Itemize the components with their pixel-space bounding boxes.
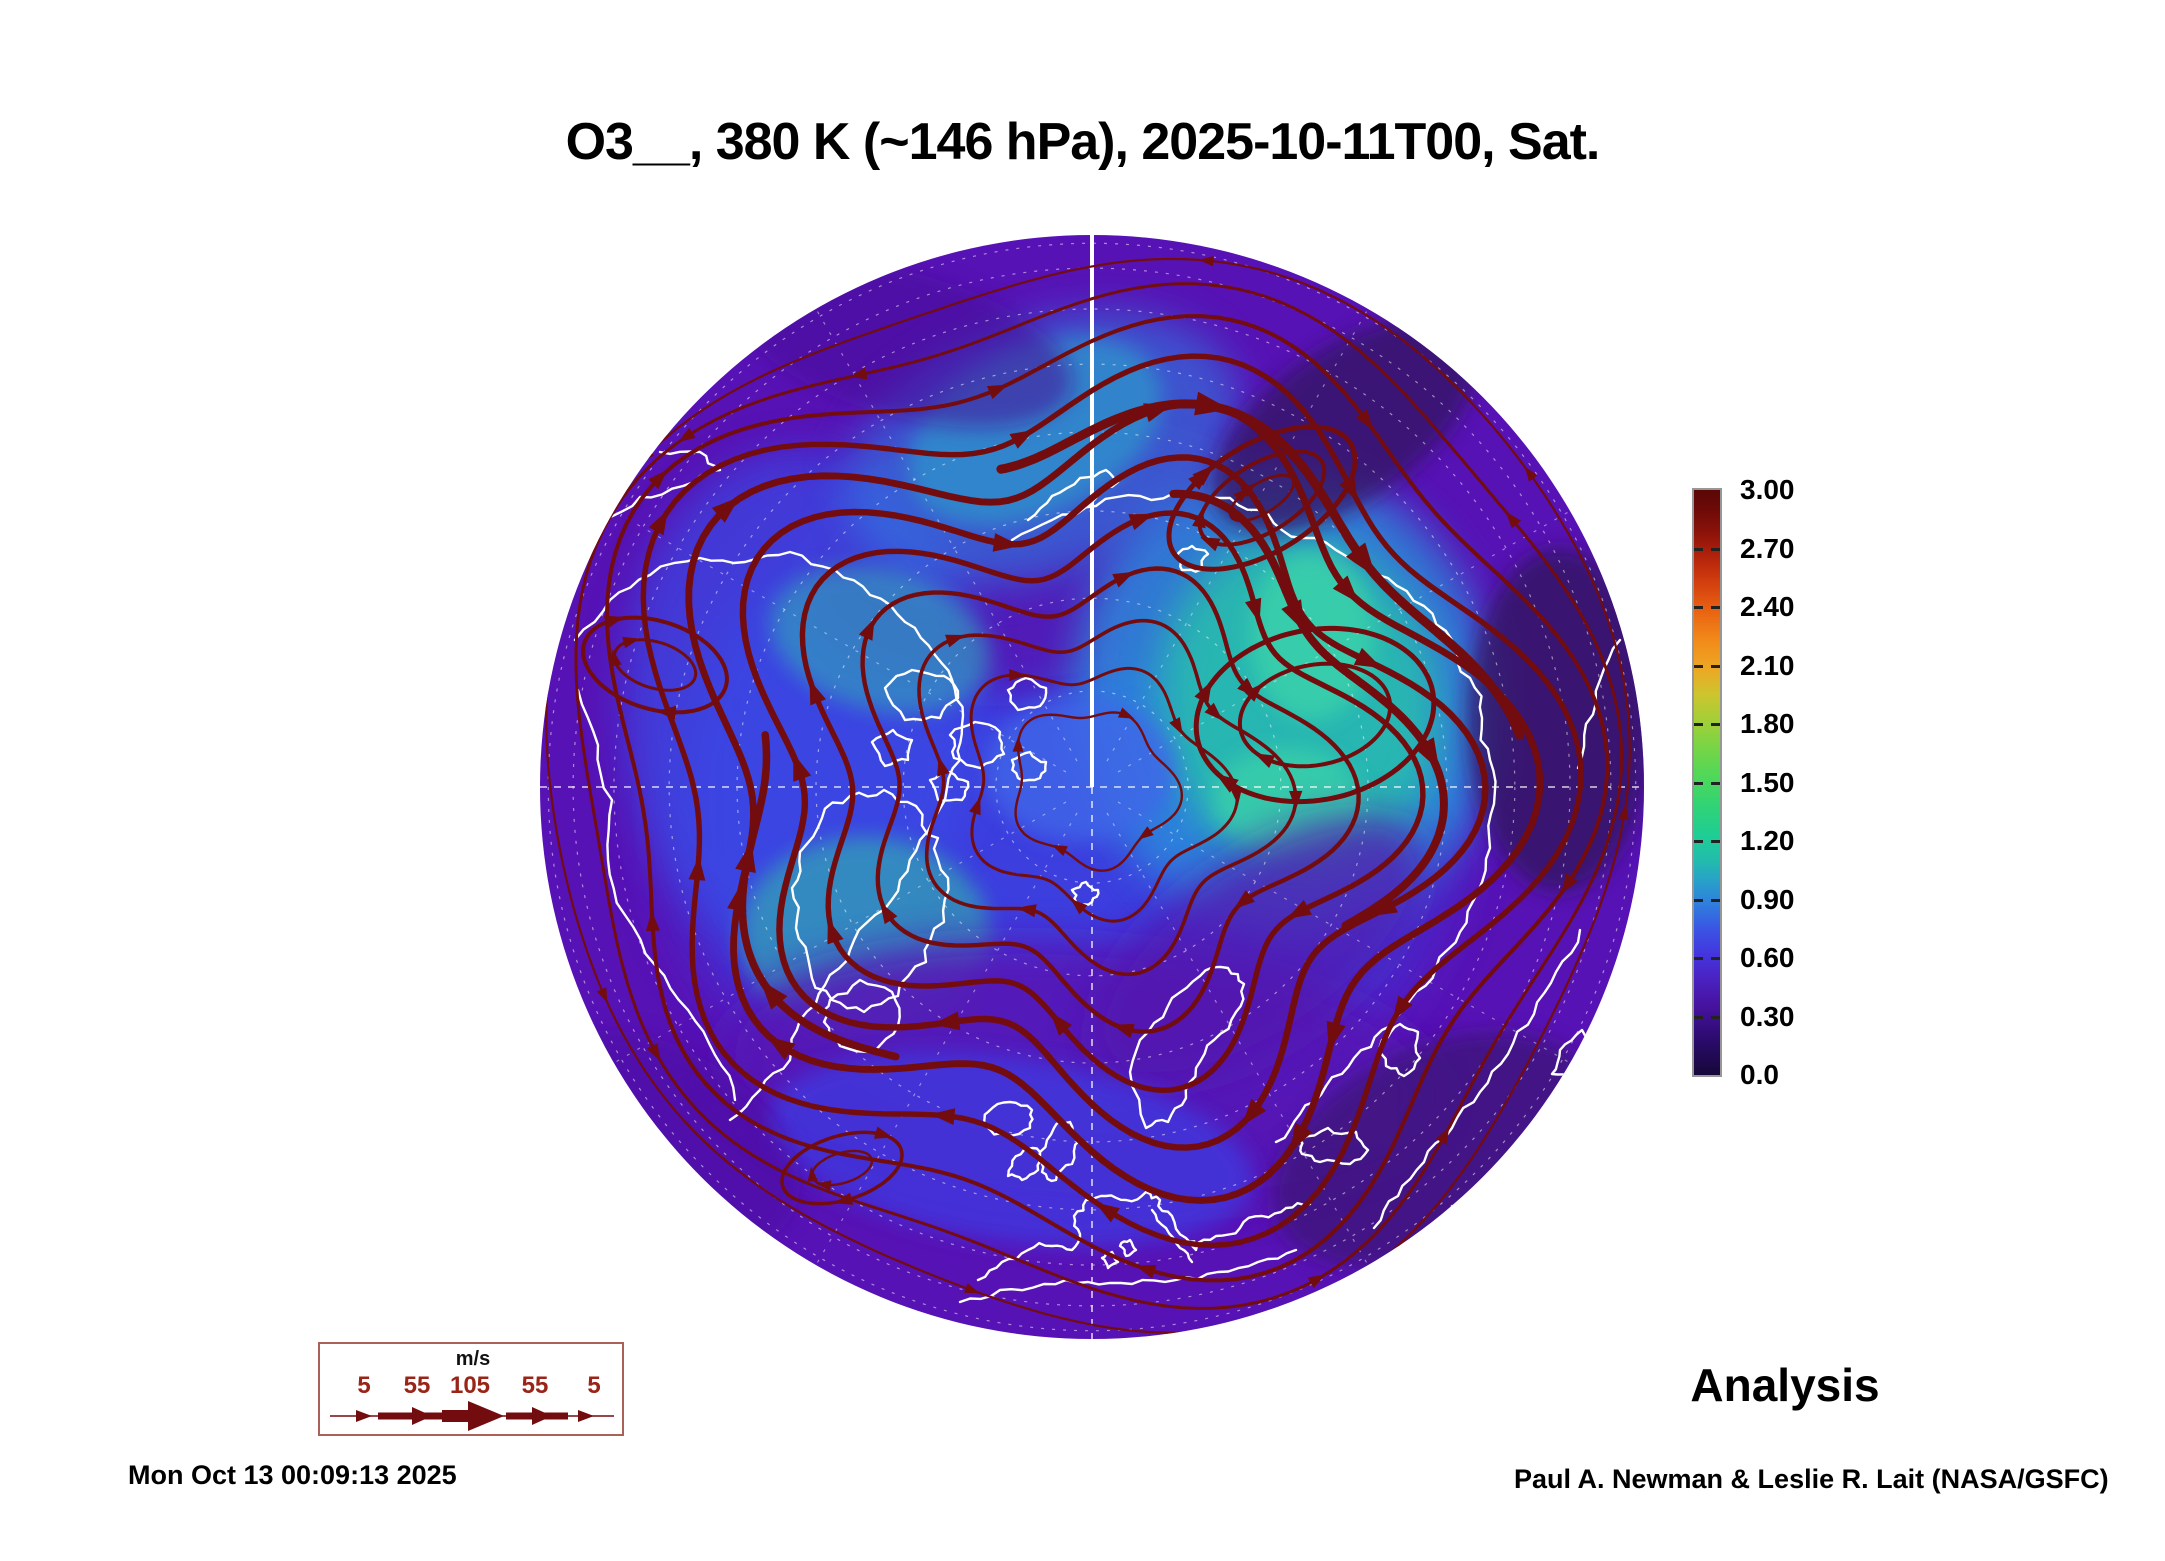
colorbar-tick-mark <box>1711 840 1720 843</box>
colorbar-tick-mark <box>1694 606 1703 609</box>
colorbar-tick-label: 2.70 <box>1740 532 1795 564</box>
colorbar-tick-label: 2.10 <box>1740 649 1795 681</box>
colorbar-tick-mark <box>1711 664 1720 668</box>
colorbar-tick-mark <box>1694 723 1703 726</box>
colorbar-tick-mark <box>1711 957 1720 960</box>
wind-speed-value: 55 <box>403 1372 431 1399</box>
wind-speed-legend: m/s 5 55 105 55 5 <box>318 1342 624 1436</box>
wind-speed-value: 5 <box>587 1372 601 1399</box>
colorbar-tick-mark <box>1694 840 1703 843</box>
ozone-field <box>540 235 1644 1339</box>
colorbar-tick-mark <box>1694 664 1703 668</box>
colorbar-tick-mark <box>1711 898 1720 902</box>
colorbar-tick-label: 0.0 <box>1740 1059 1779 1090</box>
colorbar-tick-mark <box>1711 606 1720 609</box>
map-disc <box>540 235 1644 1339</box>
colorbar-tick-mark <box>1694 547 1703 551</box>
colorbar-tick-mark <box>1694 1015 1703 1019</box>
wind-units-label: m/s <box>455 1348 491 1370</box>
colorbar-tick-label: 1.50 <box>1740 766 1795 798</box>
colorbar-tick-label: 0.30 <box>1740 1000 1795 1032</box>
colorbar-tick-mark <box>1711 723 1720 726</box>
wind-speed-value: 5 <box>357 1372 371 1399</box>
colorbar-tick-mark <box>1711 547 1720 551</box>
wind-arrow-glyph <box>330 1401 614 1431</box>
colorbar-tick-label: 1.20 <box>1740 825 1795 856</box>
colorbar-tick-mark <box>1694 957 1703 960</box>
wind-speed-value: 55 <box>521 1372 549 1399</box>
credit-text: Paul A. Newman & Leslie R. Lait (NASA/GS… <box>1514 1464 2109 1494</box>
colorbar-tick-mark <box>1694 781 1703 785</box>
colorbar-tick-label: 0.90 <box>1740 883 1795 915</box>
colorbar-tick-mark <box>1711 1015 1720 1019</box>
analysis-label: Analysis <box>1690 1359 1880 1411</box>
colorbar-tick-label: 3.00 <box>1740 474 1795 505</box>
creation-timestamp: Mon Oct 13 00:09:13 2025 <box>128 1460 457 1490</box>
streamline-arrowheads <box>596 256 1629 1320</box>
colorbar-tick-label: 2.40 <box>1740 591 1795 622</box>
colorbar-tick-label: 0.60 <box>1740 942 1795 973</box>
colorbar-tick-label: 1.80 <box>1740 708 1795 739</box>
colorbar-tick-mark <box>1711 781 1720 785</box>
figure-title: O3__, 380 K (~146 hPa), 2025-10-11T00, S… <box>565 113 1601 171</box>
colorbar-tick-mark <box>1694 898 1703 902</box>
wind-speed-value: 105 <box>449 1372 491 1399</box>
